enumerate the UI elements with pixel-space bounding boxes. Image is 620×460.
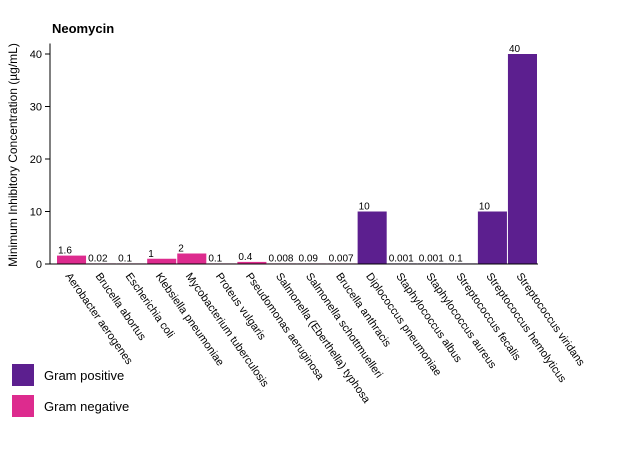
y-tick-label: 10 — [30, 207, 42, 219]
bar — [477, 211, 507, 264]
bar-value-label: 1.6 — [58, 246, 72, 257]
legend-item-gram-negative: Gram negative — [12, 395, 129, 417]
y-tick-label: 40 — [30, 49, 42, 61]
legend-label-gram-negative: Gram negative — [44, 398, 130, 414]
bar-value-label: 0.1 — [208, 253, 222, 264]
bar-value-label: 0.007 — [329, 253, 354, 264]
legend-swatch-gram-positive — [12, 364, 34, 386]
bars-group — [57, 54, 537, 264]
bar — [57, 255, 87, 264]
bar — [177, 253, 207, 264]
x-tick-label: Brucella anthracis — [333, 271, 393, 350]
bar-value-label: 10 — [479, 202, 491, 213]
y-tick-label: 30 — [30, 102, 42, 114]
legend-item-gram-positive: Gram positive — [12, 364, 129, 386]
bar-value-label: 0.008 — [268, 253, 293, 264]
legend: Gram positive Gram negative — [12, 364, 129, 426]
bar-value-label: 1 — [148, 249, 154, 260]
bar — [237, 261, 267, 264]
bar-value-label: 0.09 — [299, 253, 319, 264]
bar-value-label: 0.4 — [238, 252, 252, 263]
bar-value-label: 2 — [178, 244, 184, 255]
bar-value-label: 10 — [359, 202, 371, 213]
legend-label-gram-positive: Gram positive — [44, 367, 125, 383]
bar — [507, 54, 537, 264]
y-axis-label: Minimum Inhibitory Concentration (µg/mL) — [6, 43, 20, 267]
value-labels-group: 1.6 0.02 0.1 1 2 0.1 0.4 0.008 0.09 0.007 10 0.001 0… — [58, 44, 520, 264]
bar — [147, 258, 177, 264]
y-axis: 0 10 20 30 40 — [30, 43, 51, 271]
legend-swatch-gram-negative — [12, 395, 34, 417]
bar — [357, 211, 387, 264]
chart-title: Neomycin — [52, 21, 114, 36]
bar-value-label: 0.001 — [419, 253, 444, 264]
bar-value-label: 0.001 — [389, 253, 414, 264]
bar-value-label: 0.1 — [118, 253, 132, 264]
bar-value-label: 40 — [509, 44, 521, 55]
y-tick-label: 20 — [30, 154, 42, 166]
y-tick-label: 0 — [36, 259, 42, 271]
bar-value-label: 0.02 — [88, 253, 108, 264]
bar-value-label: 0.1 — [449, 253, 463, 264]
